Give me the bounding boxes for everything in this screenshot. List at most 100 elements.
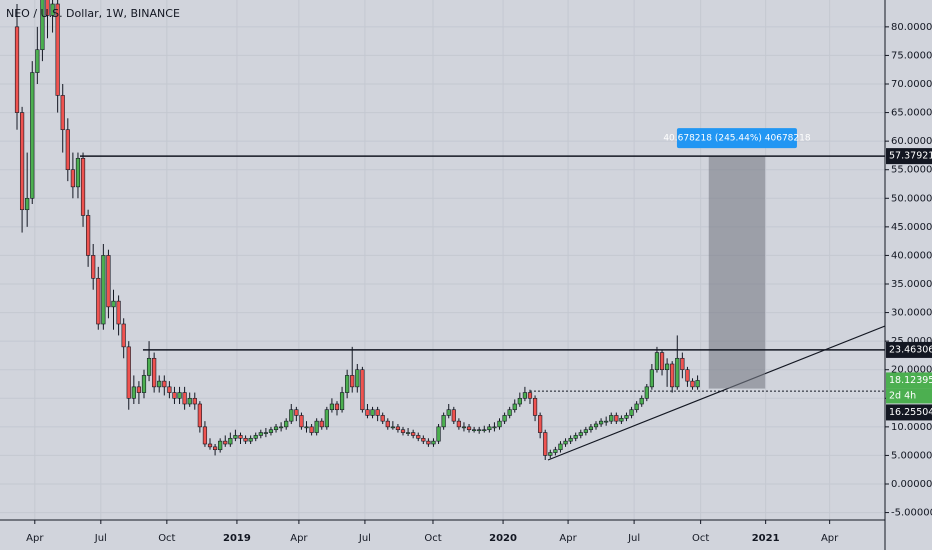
candle-body (30, 72, 35, 199)
candle-body (365, 409, 370, 416)
candle-body (309, 426, 314, 433)
candle-body (446, 409, 451, 416)
x-tick-label: Oct (692, 533, 709, 544)
candle-body (91, 255, 96, 279)
candle-body (345, 375, 350, 393)
candle-body (405, 432, 411, 434)
candle-body (207, 443, 213, 448)
candle-body (400, 429, 406, 433)
candle-body (451, 409, 456, 422)
candle-body (360, 369, 365, 411)
candle-body (421, 437, 426, 442)
countdown-tag (886, 388, 932, 404)
y-tick-label: 0.000000 (891, 479, 932, 490)
candle-body (60, 95, 65, 131)
candle-body (487, 426, 492, 431)
candle-body (380, 415, 385, 422)
candle-body (96, 277, 101, 325)
trend-line (547, 325, 885, 461)
candle-body (86, 215, 91, 256)
x-tick-label: Apr (26, 533, 44, 544)
candle-body (258, 432, 263, 436)
level-tag-label: 23.463066 (889, 344, 932, 355)
candle-body (268, 429, 274, 433)
candle-body (492, 426, 497, 429)
candle-body (461, 426, 467, 429)
candle-body (238, 435, 243, 439)
candle-body (578, 432, 583, 436)
chart-title: NEO / U.S. Dollar, 1W, BINANCE (6, 7, 180, 20)
level-tag (886, 404, 932, 421)
candle-body (146, 357, 152, 376)
candle-body (116, 300, 121, 325)
candle-body (218, 440, 223, 451)
candle-body (157, 380, 162, 388)
candle-body (609, 415, 614, 422)
x-tick-label: Apr (821, 533, 839, 544)
candle-body (101, 255, 106, 325)
last-price-label: 18.123955 (889, 375, 932, 386)
candle-body (111, 300, 116, 308)
candle-body (395, 426, 401, 431)
candle-body (563, 440, 568, 445)
candle-body (25, 197, 30, 211)
candle-body (634, 403, 639, 411)
candle-body (431, 440, 436, 445)
candle-body (334, 403, 340, 411)
candle-body (289, 409, 294, 422)
candle-body (121, 323, 126, 348)
candle-body (670, 363, 675, 388)
candle-body (538, 415, 543, 433)
candle-body (502, 415, 507, 422)
x-tick-label: Oct (158, 533, 175, 544)
candle-body (527, 392, 533, 399)
y-tick-label: 50.000000 (891, 193, 932, 204)
y-tick-label: 60.000000 (891, 136, 932, 147)
candle-body (644, 386, 649, 399)
y-tick-label: 80.000000 (891, 22, 932, 33)
candle-body (202, 426, 208, 445)
candle-body (477, 429, 482, 432)
candle-body (649, 369, 654, 388)
candle-body (548, 452, 553, 456)
candle-body (517, 397, 522, 405)
candle-body (436, 426, 441, 442)
candle-body (35, 49, 40, 73)
x-tick-label: Oct (424, 533, 441, 544)
drawings (79, 155, 885, 461)
y-tick-label: 20.000000 (891, 365, 932, 376)
countdown-label: 2d 4h (889, 390, 916, 401)
candle-body (507, 409, 512, 416)
candle-body (416, 435, 421, 439)
candle-body (624, 415, 629, 419)
candle-body (339, 392, 345, 411)
last-price-tag (886, 372, 932, 389)
candle-body (665, 363, 670, 371)
candle-body (314, 420, 319, 433)
y-tick-label: 65.000000 (891, 108, 932, 119)
candle-body (45, 0, 50, 16)
candle-body (619, 417, 624, 422)
candle-body (304, 426, 309, 429)
candle-body (568, 437, 573, 442)
candle-body (70, 169, 75, 188)
candle-body (106, 255, 111, 308)
x-tick-label: Jul (94, 533, 107, 544)
candle-body (629, 409, 634, 416)
level-tag (886, 341, 932, 358)
candle-body (162, 380, 167, 388)
y-tick-label: 5.000000 (891, 450, 932, 461)
candle-body (55, 3, 60, 96)
candle-body (131, 386, 136, 399)
candle-body (390, 426, 395, 429)
y-tick-label: 40.000000 (891, 250, 932, 261)
candle-body (253, 435, 258, 439)
candle-body (172, 392, 177, 399)
candle-body (639, 397, 644, 405)
candle-body (375, 409, 380, 416)
x-tick-label: Apr (559, 533, 577, 544)
measure-label: 40.678218 (245.44%) 40678218 (663, 134, 811, 144)
y-tick-label: 30.000000 (891, 308, 932, 319)
